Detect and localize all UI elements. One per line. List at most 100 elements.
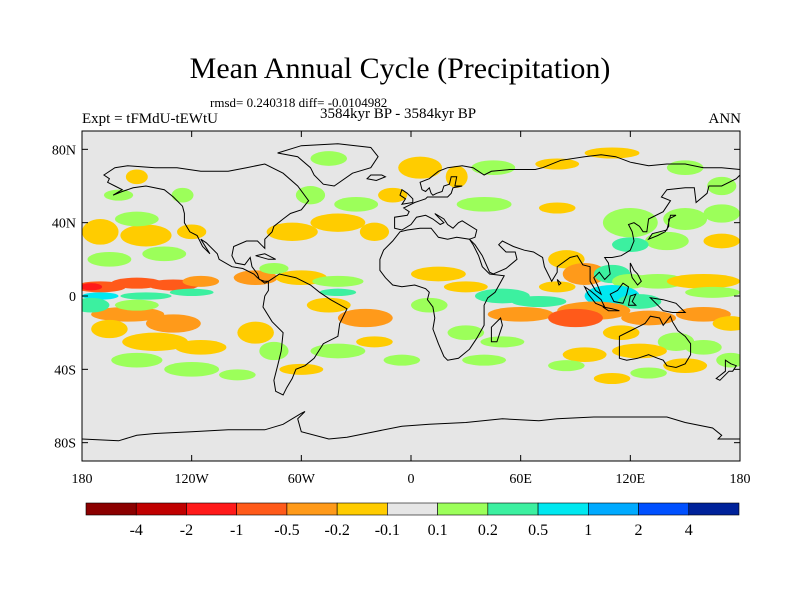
anomaly-patch — [91, 319, 128, 339]
anomaly-patch — [82, 219, 119, 245]
anomaly-patch — [487, 307, 554, 322]
colorbar-swatch — [638, 502, 690, 516]
experiment-label: Expt = tFMdU-tEWtU — [82, 111, 218, 127]
anomaly-patch — [538, 202, 576, 214]
anomaly-patch — [471, 160, 516, 176]
coast-philippines — [629, 262, 642, 286]
anomaly-patch — [602, 208, 658, 238]
colorbar-label: -4 — [130, 522, 143, 539]
anomaly-patch — [114, 299, 159, 311]
x-tick-label: 180 — [730, 472, 751, 487]
anomaly-patch — [562, 347, 607, 362]
colorbar-swatch — [336, 502, 388, 516]
map-axes: 180 120W 60W 0 60E 120E 180 80N 40N 0 40S 80S — [52, 131, 751, 487]
anomaly-patch — [663, 358, 708, 373]
colorbar-swatch — [186, 502, 237, 516]
anomaly-patch — [593, 373, 631, 384]
coast-java — [602, 306, 620, 312]
anomaly-patch — [716, 352, 740, 368]
anomaly-patch — [712, 316, 740, 331]
anomaly-patch — [182, 275, 220, 287]
anomaly-patch — [175, 340, 227, 355]
anomaly-patch — [142, 246, 187, 262]
colorbar-label: -1 — [230, 522, 243, 539]
anomaly-patch — [602, 325, 640, 340]
anomaly-patch — [145, 314, 201, 333]
coast-australia — [618, 315, 692, 369]
anomaly-patch — [685, 340, 722, 355]
season-label: ANN — [708, 111, 742, 127]
anomaly-patch — [237, 321, 274, 344]
anomaly-patch — [359, 222, 390, 241]
y-tick-label: 80S — [54, 437, 76, 452]
anomaly-patch — [356, 336, 393, 348]
anomaly-patch — [111, 352, 163, 368]
x-tick-label: 180 — [72, 472, 93, 487]
anomaly-patch — [456, 197, 512, 212]
anomaly-patch — [676, 307, 731, 322]
anomaly-patch — [125, 169, 148, 185]
colorbar-swatch — [537, 502, 589, 516]
anomaly-patch — [630, 274, 686, 289]
colorbar-label: 2 — [635, 522, 643, 539]
anomaly-field — [82, 147, 740, 384]
anomaly-patch — [703, 233, 740, 249]
colorbar-label: 0.1 — [428, 522, 448, 539]
coastlines — [82, 143, 740, 442]
colorbar-label: 1 — [584, 522, 592, 539]
anomaly-patch — [630, 367, 667, 379]
period-label: 3584kyr BP - 3584kyr BP — [320, 106, 477, 122]
x-tick-label: 0 — [408, 472, 415, 487]
anomaly-patch — [337, 308, 393, 328]
y-tick-label: 80N — [52, 143, 76, 158]
coast-japan — [647, 214, 677, 241]
colorbar-label: 0.2 — [478, 522, 498, 539]
colorbar-swatch — [437, 502, 489, 516]
coast-great-britain — [399, 188, 414, 205]
anomaly-patch — [511, 296, 567, 307]
anomaly-patch — [666, 160, 704, 176]
colorbar-swatch — [135, 502, 187, 516]
anomaly-patch — [266, 222, 318, 241]
anomaly-patch — [310, 151, 348, 166]
anomaly-patch — [657, 332, 695, 352]
anomaly-patch — [443, 281, 488, 293]
colorbar-label: 4 — [685, 522, 693, 539]
anomaly-patch — [82, 297, 110, 313]
anomaly-patch — [612, 237, 649, 253]
colorbar: -4 -2 -1 -0.5 -0.2 -0.1 0.1 0.2 0.5 1 2 4 — [85, 502, 740, 539]
colorbar-label: -0.5 — [274, 522, 299, 539]
coast-new-guinea — [648, 297, 687, 313]
anomaly-patch — [383, 354, 421, 366]
anomaly-patch — [548, 360, 585, 372]
coast-iceland — [366, 174, 387, 182]
coast-cuba — [255, 253, 276, 260]
anomaly-patch — [312, 275, 364, 287]
anomaly-patch — [279, 363, 324, 375]
anomaly-patch — [122, 332, 189, 352]
coast-sulawesi — [627, 293, 637, 306]
rmsd-diff-label: rmsd= 0.240318 diff= -0.0104982 — [210, 95, 388, 110]
y-tick-label: 0 — [69, 290, 76, 305]
coast-africa — [379, 227, 505, 361]
anomaly-patch — [259, 341, 289, 361]
colorbar-label: 0.5 — [528, 522, 548, 539]
colorbar-label: -0.2 — [324, 522, 349, 539]
anomaly-patch — [685, 286, 740, 298]
anomaly-patch — [411, 297, 448, 313]
anomaly-patch — [319, 288, 357, 297]
coast-borneo — [609, 282, 630, 304]
x-tick-label: 60W — [288, 472, 316, 487]
colorbar-swatch — [588, 502, 639, 516]
chart-title: Mean Annual Cycle (Precipitation) — [189, 52, 611, 85]
anomaly-patch — [538, 281, 576, 293]
anomaly-patch — [447, 325, 485, 340]
anomaly-patch — [666, 274, 740, 289]
colorbar-swatch — [85, 502, 137, 516]
anomaly-patch — [480, 336, 525, 348]
coast-antarctica — [82, 411, 740, 442]
anomaly-patch — [310, 343, 366, 359]
anomaly-patch — [562, 263, 607, 285]
colorbar-label: -0.1 — [375, 522, 400, 539]
colorbar-label: -2 — [180, 522, 193, 539]
